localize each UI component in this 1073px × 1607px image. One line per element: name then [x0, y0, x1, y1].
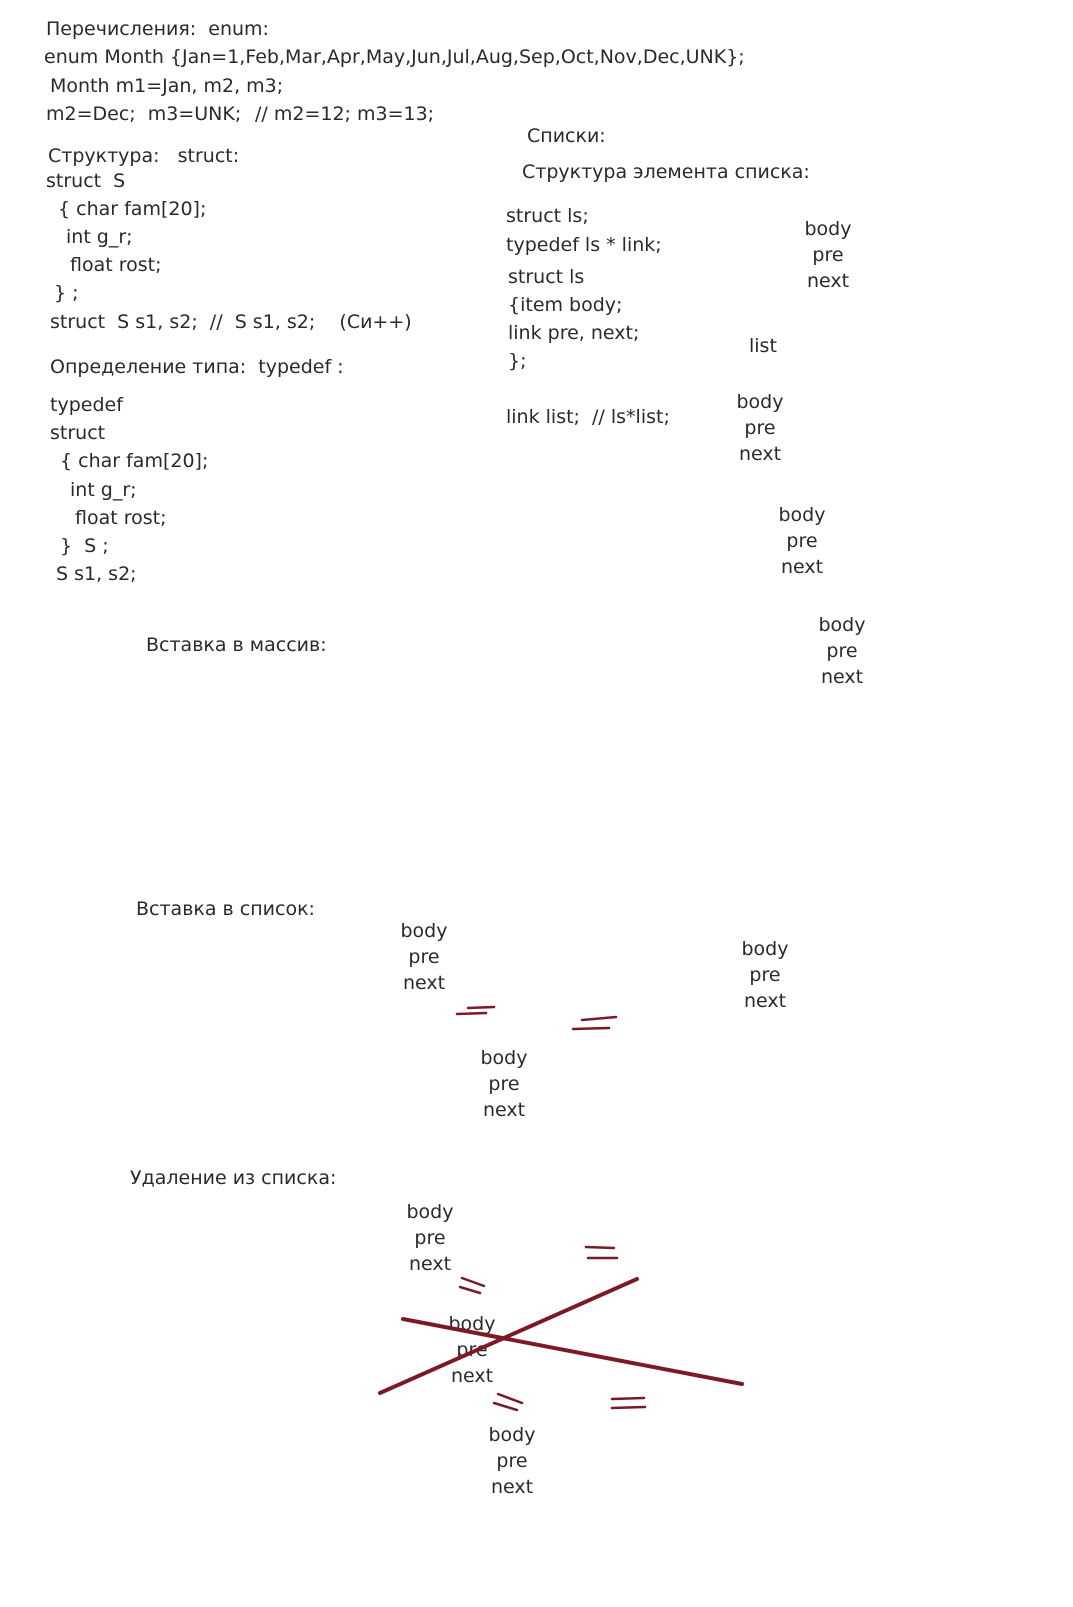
- node-body-field: body: [736, 391, 784, 413]
- node-body-field: body: [406, 1201, 454, 1223]
- link-mark: [492, 1401, 519, 1412]
- struct-code-line: int g_r;: [66, 226, 133, 248]
- lists-heading: Списки:: [527, 125, 606, 147]
- node-next-field: next: [408, 1253, 452, 1275]
- typedef-code-line: struct: [50, 422, 106, 444]
- link-mark: [610, 1396, 646, 1401]
- link-mark: [466, 1005, 496, 1010]
- node-pre-field: pre: [826, 640, 858, 662]
- node-next-field: next: [806, 270, 850, 292]
- link-mark: [458, 1285, 482, 1295]
- node-next-field: next: [743, 990, 787, 1012]
- list-node: body pre next: [467, 1422, 557, 1500]
- enum-heading: Перечисления: enum:: [46, 18, 269, 40]
- typedef-code-line: S s1, s2;: [56, 563, 137, 585]
- node-next-field: next: [780, 556, 824, 578]
- node-pre-field: pre: [414, 1227, 446, 1249]
- list-node: body pre next: [757, 502, 847, 580]
- lists-code-line: {item body;: [508, 294, 623, 316]
- node-pre-field: pre: [496, 1450, 528, 1472]
- enum-declaration: enum Month {Jan=1,Feb,Mar,Apr,May,Jun,Ju…: [44, 46, 745, 68]
- node-pre-field: pre: [408, 946, 440, 968]
- node-next-field: next: [820, 666, 864, 688]
- typedef-code-line: int g_r;: [70, 479, 137, 501]
- node-body-field: body: [818, 614, 866, 636]
- link-mark: [460, 1276, 486, 1288]
- struct-code-line: { char fam[20];: [58, 198, 207, 220]
- node-pre-field: pre: [488, 1073, 520, 1095]
- link-mark: [580, 1015, 618, 1022]
- list-node: body pre next: [385, 1199, 475, 1277]
- struct-heading: Структура: struct:: [48, 145, 240, 167]
- list-insert-heading: Вставка в список:: [136, 898, 315, 920]
- struct-code-line: struct S s1, s2; // S s1, s2; (Си++): [50, 311, 412, 333]
- list-node: body pre next: [720, 936, 810, 1014]
- node-next-field: next: [450, 1365, 494, 1387]
- node-body-field: body: [488, 1424, 536, 1446]
- list-node: body pre next: [379, 918, 469, 996]
- lists-code-line: struct ls: [508, 266, 585, 288]
- array-insert-heading: Вставка в массив:: [146, 634, 327, 656]
- lists-code-line: };: [508, 350, 527, 372]
- enum-assignments: m2=Dec; m3=UNK;: [46, 103, 242, 125]
- list-node: body pre next: [715, 389, 805, 467]
- lists-code-line: link pre, next;: [508, 322, 640, 344]
- list-node-inserted: body pre next: [459, 1045, 549, 1123]
- node-body-field: body: [480, 1047, 528, 1069]
- lists-code-line: struct ls;: [506, 205, 589, 227]
- node-body-field: body: [400, 920, 448, 942]
- typedef-code-line: float rost;: [75, 507, 167, 529]
- list-delete-heading: Удаление из списка:: [130, 1167, 337, 1189]
- typedef-code-line: { char fam[20];: [60, 450, 209, 472]
- node-body-field: body: [778, 504, 826, 526]
- node-next-field: next: [490, 1476, 534, 1498]
- link-mark: [455, 1011, 488, 1016]
- link-mark: [496, 1392, 524, 1405]
- node-body-field: body: [804, 218, 852, 240]
- lists-code-line: typedef ls * link;: [506, 234, 662, 256]
- node-pre-field: pre: [744, 417, 776, 439]
- list-node: body pre next: [783, 216, 873, 294]
- node-body-field: body: [741, 938, 789, 960]
- typedef-heading: Определение типа: typedef :: [50, 356, 344, 378]
- link-mark: [610, 1405, 647, 1410]
- list-node: body pre next: [797, 612, 887, 690]
- node-pre-field: pre: [749, 964, 781, 986]
- list-element-heading: Структура элемента списка:: [522, 161, 810, 183]
- struct-code-line: } ;: [54, 282, 79, 304]
- enum-comment: // m2=12; m3=13;: [255, 103, 435, 125]
- typedef-code-line: typedef: [50, 394, 123, 416]
- typedef-code-line: } S ;: [60, 535, 109, 557]
- enum-variables: Month m1=Jan, m2, m3;: [50, 75, 284, 97]
- node-pre-field: pre: [786, 530, 818, 552]
- node-next-field: next: [738, 443, 782, 465]
- link-mark: [584, 1245, 616, 1250]
- node-next-field: next: [482, 1099, 526, 1121]
- lists-code-line: link list; // ls*list;: [506, 406, 670, 428]
- node-next-field: next: [402, 972, 446, 994]
- strike-line: [378, 1277, 639, 1395]
- node-pre-field: pre: [812, 244, 844, 266]
- list-pointer-label: list: [749, 335, 777, 357]
- link-mark: [571, 1026, 611, 1031]
- strike-line: [401, 1317, 744, 1386]
- struct-code-line: float rost;: [70, 254, 162, 276]
- struct-code-line: struct S: [46, 170, 126, 192]
